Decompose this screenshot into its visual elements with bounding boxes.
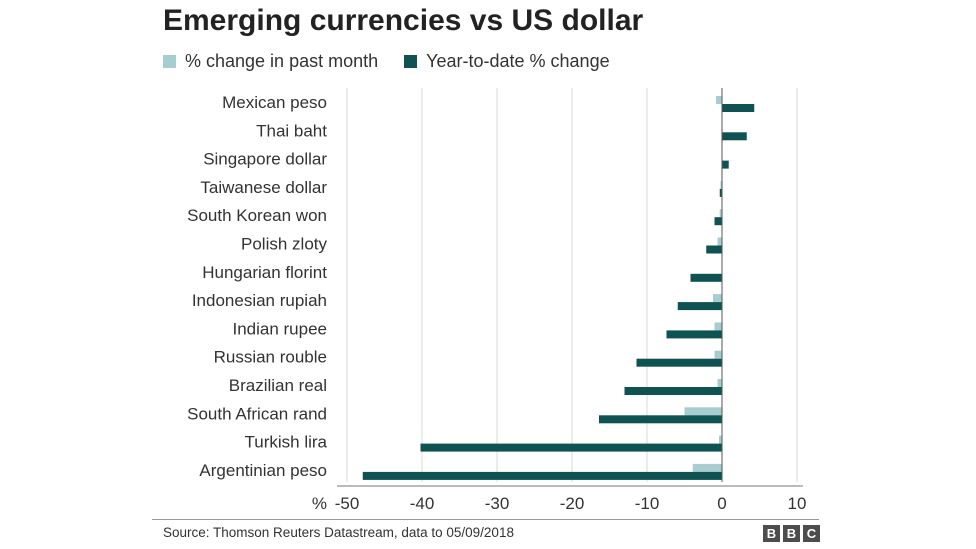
bar-ytd: [677, 302, 722, 311]
logo-letter: C: [803, 525, 820, 542]
category-label: Indian rupee: [232, 319, 327, 338]
legend-item-ytd: Year-to-date % change: [404, 51, 610, 72]
legend-swatch-past-month: [163, 55, 176, 68]
bar-past-month: [717, 237, 722, 246]
bar-ytd: [666, 330, 722, 339]
bar-ytd: [719, 188, 722, 197]
bar-ytd: [599, 415, 722, 424]
bar-past-month: [714, 350, 722, 359]
bbc-logo: B B C: [763, 525, 820, 542]
logo-letter: B: [783, 525, 800, 542]
bar-past-month: [714, 322, 722, 331]
bar-ytd: [624, 387, 722, 395]
source-note: Source: Thomson Reuters Datastream, data…: [163, 525, 514, 540]
category-label: Turkish lira: [245, 433, 328, 452]
footer-divider: [152, 519, 819, 520]
x-tick-label: 10: [788, 494, 807, 513]
bar-ytd: [420, 443, 722, 452]
x-tick-label: 0: [717, 494, 726, 513]
legend-item-past-month: % change in past month: [163, 51, 378, 72]
x-tick-label: -40: [410, 494, 435, 513]
logo-letter: B: [763, 525, 780, 542]
category-label: Singapore dollar: [203, 150, 327, 169]
x-tick-label: -20: [560, 494, 585, 513]
bar-past-month: [720, 180, 722, 189]
x-tick-label: -30: [485, 494, 510, 513]
bar-past-month: [716, 96, 722, 104]
category-label: South Korean won: [187, 206, 327, 225]
chart-title: Emerging currencies vs US dollar: [163, 4, 644, 37]
bar-ytd: [722, 104, 755, 112]
bar-ytd: [722, 160, 729, 169]
legend-swatch-ytd: [404, 55, 418, 68]
bar-past-month: [719, 209, 722, 218]
x-axis-unit-label: %: [312, 494, 327, 513]
category-label: Taiwanese dollar: [200, 178, 327, 197]
bar-past-month: [719, 435, 722, 444]
x-tick-label: -10: [635, 494, 660, 513]
category-label: Russian rouble: [214, 348, 327, 367]
bar-past-month: [684, 407, 722, 416]
bar-ytd: [722, 132, 747, 141]
category-label: Thai baht: [256, 121, 327, 140]
bar-past-month: [692, 463, 722, 472]
category-label: Argentinian peso: [199, 461, 327, 480]
bar-ytd: [690, 273, 722, 282]
legend-label-past-month: % change in past month: [185, 51, 379, 71]
legend-label-ytd: Year-to-date % change: [426, 51, 610, 71]
category-label: Indonesian rupiah: [192, 291, 327, 310]
bar-ytd: [362, 471, 722, 480]
category-label: South African rand: [187, 404, 327, 423]
bar-past-month: [717, 379, 722, 387]
category-label: Brazilian real: [229, 376, 327, 395]
category-label: Hungarian florint: [202, 263, 327, 282]
bar-ytd: [714, 217, 722, 226]
bar-ytd: [706, 245, 722, 254]
bar-past-month: [713, 294, 722, 303]
category-label: Polish zloty: [241, 235, 327, 254]
bar-ytd: [636, 358, 722, 367]
chart-legend: % change in past month Year-to-date % ch…: [163, 51, 636, 72]
category-label: Mexican peso: [222, 93, 327, 112]
x-tick-label: -50: [335, 494, 360, 513]
